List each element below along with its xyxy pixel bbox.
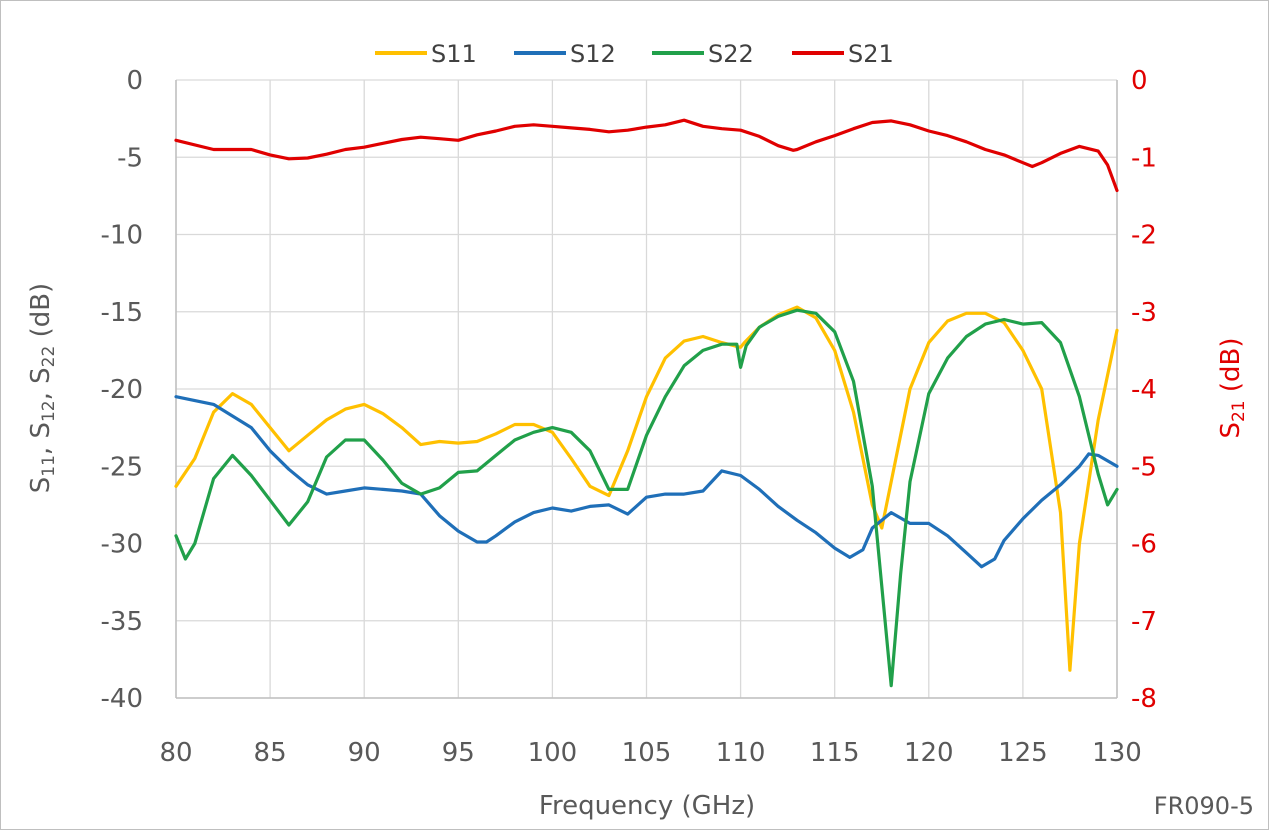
right-y-tick-label: -4 [1131, 375, 1157, 405]
legend-label-s21: S21 [848, 40, 894, 68]
x-tick-label: 115 [810, 738, 860, 768]
series-line-s11 [174, 305, 1119, 672]
x-tick-label: 100 [528, 738, 578, 768]
right-y-tick-label: -7 [1131, 607, 1157, 637]
right-y-axis-title: S21 (dB) [1216, 337, 1249, 438]
legend-label-s12: S12 [570, 40, 616, 68]
left-y-tick-label: -35 [101, 607, 143, 637]
legend-label-s22: S22 [708, 40, 754, 68]
series-line-s12 [174, 395, 1119, 569]
x-tick-label: 120 [904, 738, 954, 768]
x-tick-label: 95 [442, 738, 475, 768]
x-tick-label: 90 [348, 738, 381, 768]
axes: 80 85 90 95 100 105 110 115 120 125 1300-5-10-15-2… [101, 66, 1157, 768]
x-axis-title: Frequency (GHz) [539, 791, 755, 821]
legend: S11 S12 S22 S21 [375, 40, 894, 68]
left-y-tick-label: -25 [101, 452, 143, 482]
right-y-tick-label: -5 [1131, 452, 1157, 482]
left-y-tick-label: -20 [101, 375, 143, 405]
left-y-tick-label: -5 [117, 143, 143, 173]
grid [175, 79, 1118, 699]
right-y-tick-label: -3 [1131, 298, 1157, 328]
series-line-s22 [174, 308, 1119, 688]
left-y-tick-label: -10 [101, 221, 143, 251]
x-tick-label: 85 [254, 738, 287, 768]
right-y-tick-label: 0 [1131, 66, 1148, 96]
annotation-fr090-5: FR090-5 [1154, 792, 1254, 820]
x-tick-label: 105 [622, 738, 672, 768]
x-tick-label: 80 [159, 738, 192, 768]
x-tick-label: 130 [1092, 738, 1142, 768]
right-y-tick-label: -6 [1131, 530, 1157, 560]
right-y-tick-label: -2 [1131, 221, 1157, 251]
right-y-tick-label: -1 [1131, 143, 1157, 173]
x-tick-label: 125 [998, 738, 1048, 768]
right-y-tick-label: -8 [1131, 684, 1157, 714]
legend-label-s11: S11 [431, 40, 477, 68]
left-y-tick-label: -40 [101, 684, 143, 714]
left-y-axis-title: S11, S12, S22 (dB) [26, 283, 59, 493]
left-y-tick-label: 0 [126, 66, 143, 96]
x-tick-label: 110 [716, 738, 766, 768]
left-y-tick-label: -15 [101, 298, 143, 328]
series-lines [174, 118, 1119, 688]
left-y-tick-label: -30 [101, 530, 143, 560]
series-line-s21 [174, 118, 1119, 193]
